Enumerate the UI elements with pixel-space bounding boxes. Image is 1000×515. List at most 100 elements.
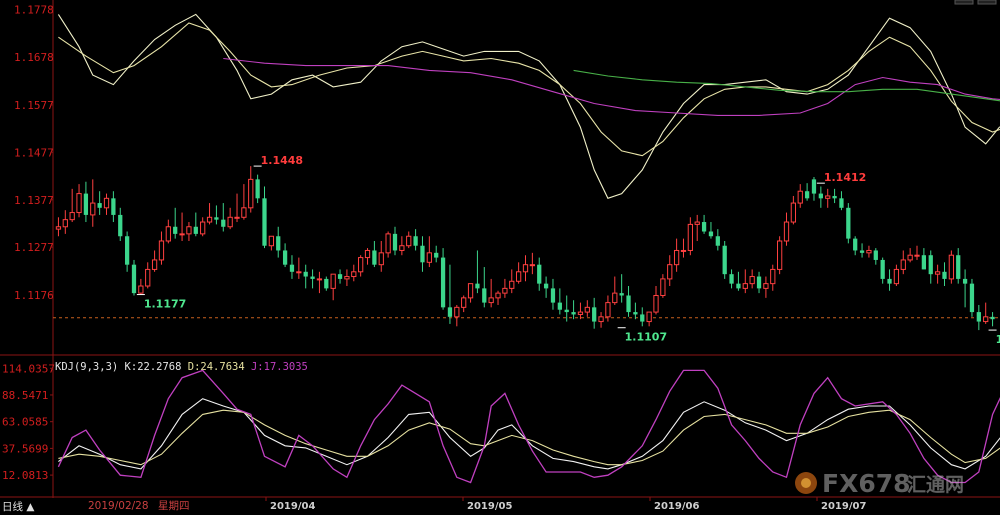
candle-body-up [797, 190, 803, 204]
candlestick [962, 269, 968, 308]
candle-body-up [399, 245, 405, 251]
candlestick [832, 188, 837, 204]
candle-body-up [694, 221, 700, 225]
candle-body-down [853, 238, 858, 251]
candle-body-up [667, 264, 673, 280]
candle-body-down [626, 295, 631, 313]
candle-body-up [344, 276, 350, 280]
candle-body-up [103, 197, 110, 209]
low-label: 1.1177 [144, 298, 186, 311]
period-selector: 日线 ▲ [2, 500, 35, 513]
candlestick [344, 269, 350, 287]
candlestick [557, 288, 562, 315]
candlestick [921, 248, 927, 270]
candle-body-down [976, 312, 981, 322]
candle-body-down [289, 264, 295, 272]
candlestick [296, 257, 302, 279]
watermark-cn-text: 汇通网 [907, 474, 964, 496]
candlestick [797, 184, 803, 208]
candlestick [282, 243, 288, 268]
candle-body-down [447, 307, 453, 317]
chart-frame [0, 0, 1000, 498]
candlestick [777, 236, 783, 275]
candle-body-down [736, 283, 741, 289]
candle-body-up [378, 252, 384, 266]
candle-body-up [200, 221, 206, 235]
candle-body-up [900, 259, 906, 270]
candlestick [488, 278, 494, 308]
price-tick-label: 1.1778 [14, 4, 54, 17]
candlestick [90, 179, 96, 227]
candlestick [811, 177, 817, 201]
kdj-title: KDJ(9,3,3) [55, 361, 125, 373]
candlestick [612, 276, 618, 305]
candle-body-up [55, 226, 62, 230]
candlestick [138, 278, 144, 295]
candle-body-down [550, 288, 556, 303]
candle-body-down [83, 193, 89, 215]
candle-body-up [763, 283, 769, 289]
candle-body-down [832, 195, 837, 199]
candle-body-up [522, 264, 529, 273]
annotations: 1.1448 1.1412 1.1177 1.1107 1.1102 [136, 154, 1000, 346]
candlestick [592, 297, 597, 329]
candlestick [62, 210, 68, 234]
candle-body-up [893, 268, 900, 285]
price-axis: 1.1778 1.1678 1.1577 1.1477 1.1377 1.1277 1.11… [14, 4, 1000, 319]
candle-body-up [948, 254, 954, 280]
moving-average-line-2 [58, 22, 1000, 157]
candle-body-up [76, 193, 82, 214]
candle-body-up [62, 219, 68, 228]
candlestick [564, 295, 569, 322]
kdj-k-value: K:22.2768 [125, 361, 188, 373]
candlestick [577, 302, 584, 320]
candlestick [221, 203, 226, 232]
candlesticks[interactable] [55, 166, 995, 331]
candlestick [942, 262, 947, 287]
candlestick [529, 252, 535, 275]
candle-body-down [592, 307, 597, 322]
candle-body-down [118, 214, 123, 237]
candle-body-up [770, 268, 776, 285]
candle-body-up [385, 233, 391, 254]
candle-body-down [392, 233, 398, 251]
price-tick-label: 1.1678 [14, 51, 54, 64]
candle-body-down [420, 245, 425, 263]
candlestick [173, 207, 178, 239]
candle-body-down [131, 264, 137, 294]
candle-body-down [111, 198, 116, 215]
candle-body-up [983, 316, 989, 323]
candlestick [653, 286, 659, 315]
candle-body-up [364, 249, 371, 259]
candle-body-down [475, 283, 480, 289]
candle-body-down [715, 236, 720, 246]
candle-body-up [234, 216, 240, 219]
time-tick-label: 2019/06 [654, 501, 699, 512]
candle-body-up [866, 249, 872, 254]
candle-body-down [310, 276, 315, 279]
kdj-panel[interactable]: KDJ(9,3,3) K:22.2768 D:24.7634 J:17.3035… [2, 361, 1000, 484]
candle-body-up [516, 271, 522, 282]
candle-body-down [990, 316, 995, 320]
candlestick [928, 250, 933, 284]
candlestick [660, 274, 666, 298]
candlestick [330, 273, 336, 301]
candlestick [742, 269, 748, 294]
candle-body-up [248, 178, 254, 209]
candle-body-up [138, 285, 144, 294]
candlestick [372, 240, 377, 268]
candle-body-down [337, 274, 343, 279]
kdj-line-j [57, 369, 1000, 484]
price-tick-label: 1.1477 [14, 146, 54, 159]
candle-body-down [262, 198, 267, 246]
candlestick [633, 302, 638, 320]
window-button [954, 0, 974, 5]
candle-body-down [921, 255, 927, 270]
candlestick [158, 231, 165, 265]
candlestick [605, 295, 611, 322]
candlestick [420, 236, 425, 272]
candle-body-up [914, 254, 920, 257]
candlestick [934, 264, 941, 284]
